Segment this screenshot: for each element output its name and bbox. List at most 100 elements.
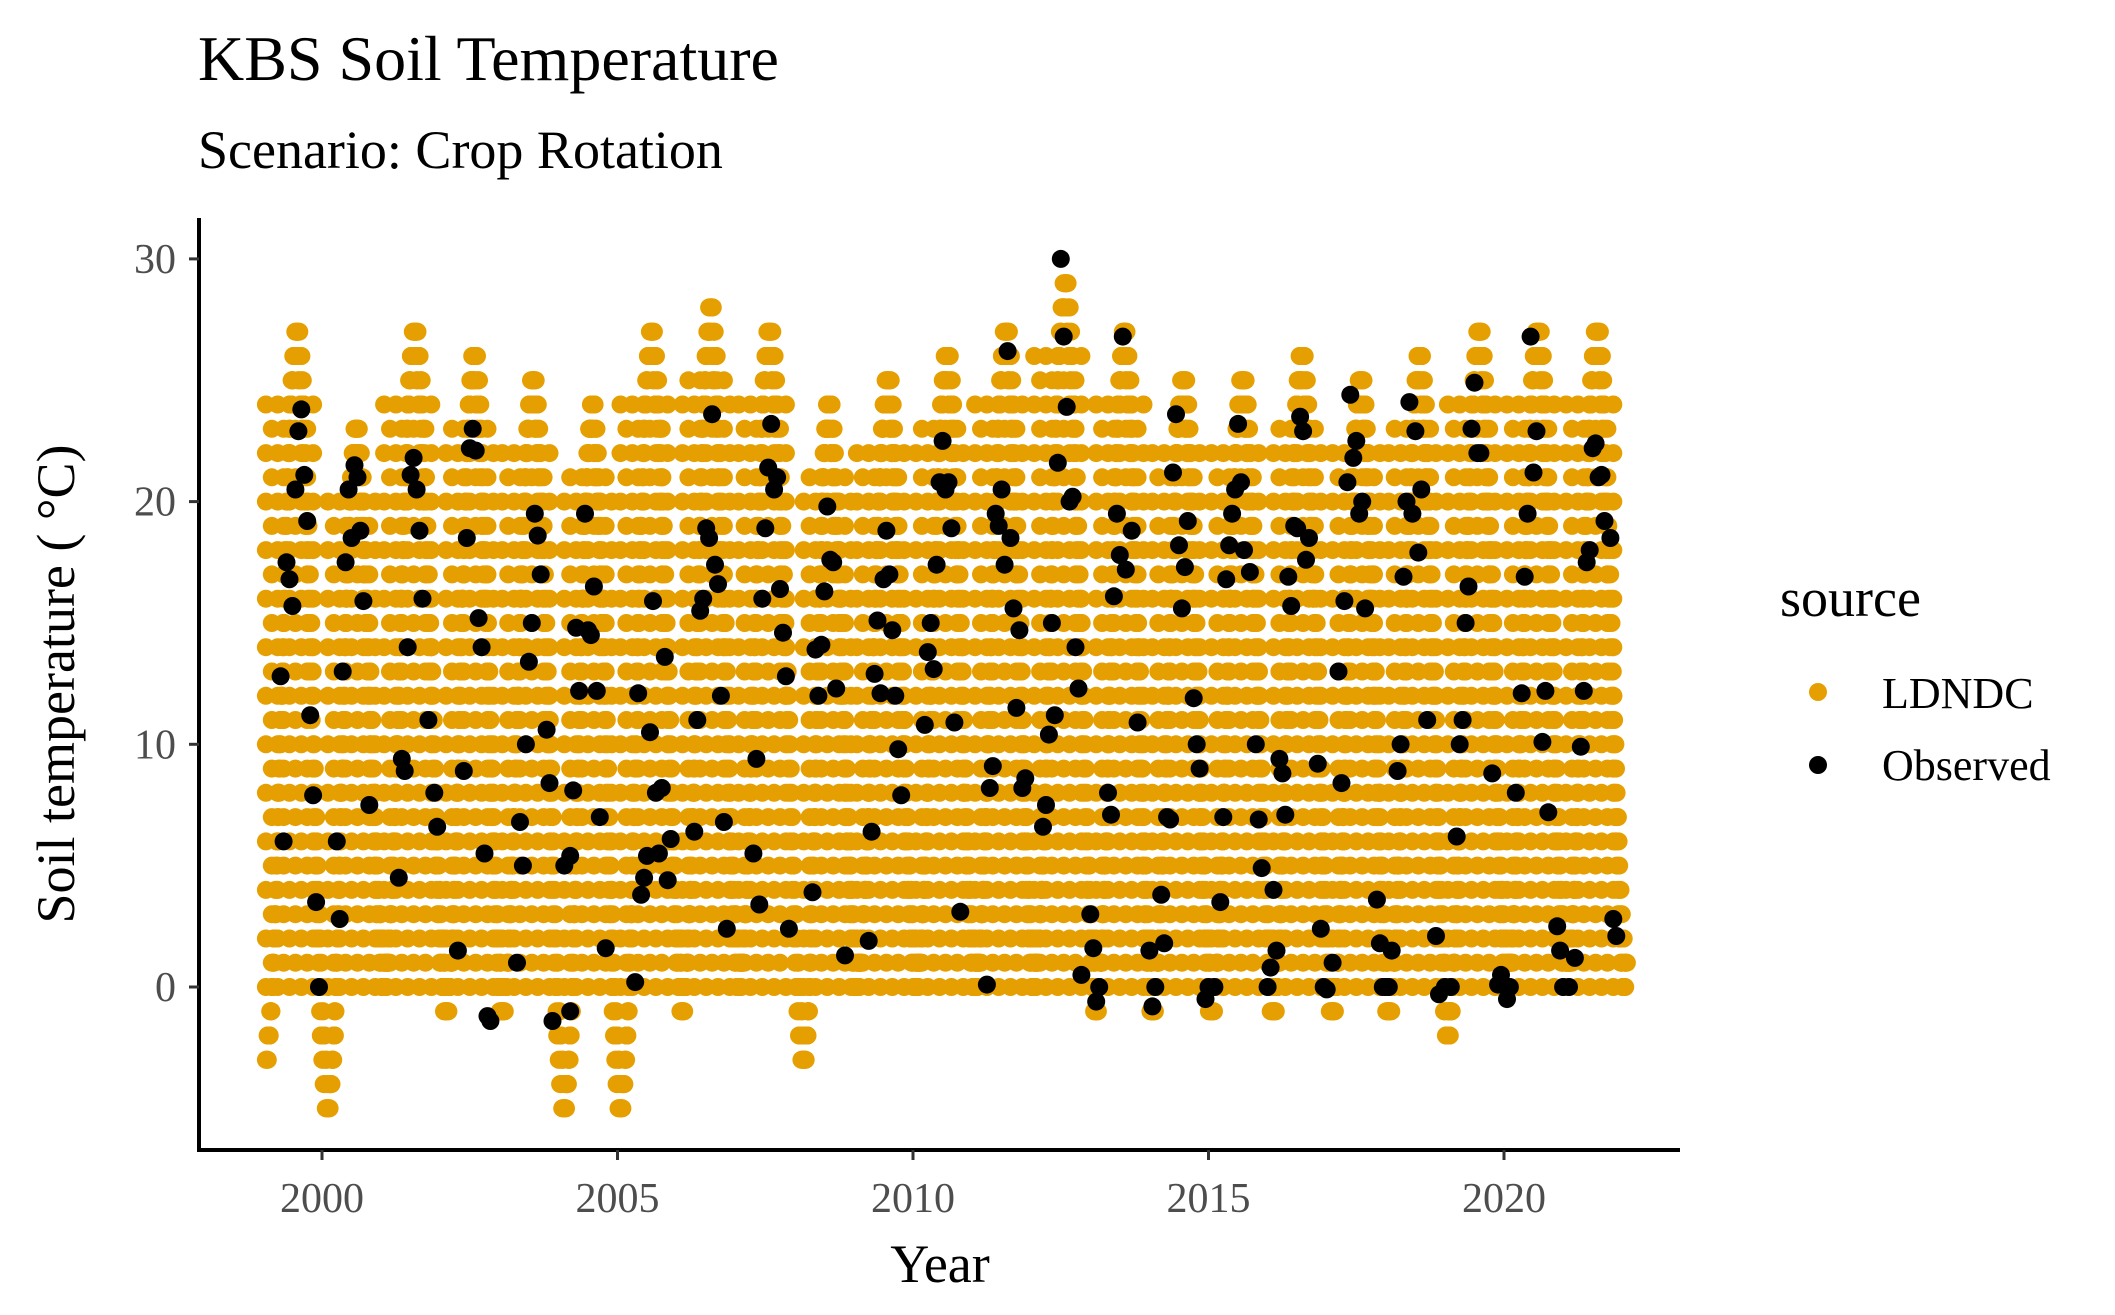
ldndc-point (1180, 419, 1199, 438)
ldndc-point (360, 614, 379, 632)
ldndc-series (256, 274, 1636, 1118)
ldndc-point (944, 395, 963, 414)
ldndc-point (948, 759, 967, 778)
ldndc-point (776, 978, 795, 996)
ldndc-point (304, 589, 323, 608)
ldndc-point (1007, 808, 1026, 827)
ldndc-point (767, 371, 786, 390)
ldndc-point (776, 686, 795, 705)
ldndc-point (439, 1002, 458, 1021)
ldndc-point (647, 347, 665, 365)
ldndc-point (1128, 614, 1147, 632)
ldndc-point (765, 347, 784, 365)
ldndc-point (596, 856, 615, 875)
ldndc-point (1238, 395, 1257, 414)
ldndc-point (771, 759, 789, 778)
ldndc-point (948, 419, 967, 438)
ldndc-point (412, 371, 431, 390)
ldndc-point (422, 978, 441, 996)
ldndc-point (422, 686, 441, 705)
ldndc-point (596, 711, 615, 729)
ldndc-point (652, 565, 671, 584)
ldndc-point (824, 419, 843, 438)
ldndc-point (596, 662, 615, 681)
ldndc-point (478, 759, 497, 778)
ldndc-point (1184, 808, 1203, 827)
ldndc-point (836, 808, 854, 827)
ldndc-point (776, 444, 795, 463)
ldndc-point (948, 953, 967, 972)
ldndc-point (534, 856, 553, 875)
ldndc-point (408, 322, 427, 341)
ldndc-point (471, 395, 490, 414)
ldndc-point (798, 1026, 817, 1045)
ldndc-point (1184, 614, 1203, 632)
ldndc-point (478, 662, 497, 681)
ldndc-point (324, 1050, 343, 1069)
ldndc-point (1007, 419, 1026, 438)
ldndc-point (540, 880, 559, 899)
ldndc-point (889, 808, 908, 827)
ldndc-point (825, 444, 844, 463)
ldndc-point (652, 516, 671, 535)
ldndc-point (652, 953, 671, 972)
ldndc-point (422, 735, 441, 754)
ldndc-point (534, 468, 553, 487)
ldndc-point (298, 953, 317, 972)
ldndc-point (1066, 614, 1085, 632)
ldndc-point (1066, 516, 1085, 535)
ldndc-point (596, 468, 615, 487)
ldndc-point (763, 322, 782, 341)
chart-title: KBS Soil Temperature (198, 23, 779, 94)
ldndc-point (942, 371, 961, 390)
ldndc-point (771, 856, 789, 875)
ldndc-point (613, 1099, 632, 1118)
ldndc-point (557, 1099, 575, 1118)
ldndc-point (836, 468, 854, 487)
ldndc-point (1184, 662, 1203, 681)
ldndc-point (530, 419, 549, 438)
ldndc-point (292, 347, 311, 365)
ldndc-point (478, 419, 497, 438)
ldndc-point (1066, 565, 1085, 584)
ldndc-point (948, 662, 967, 681)
plot-area (256, 249, 1636, 1118)
ldndc-point (1007, 662, 1026, 681)
ldndc-point (416, 662, 435, 681)
ldndc-point (298, 759, 317, 778)
ldndc-point (478, 468, 497, 487)
ldndc-point (558, 1075, 577, 1094)
ldndc-point (836, 759, 854, 778)
ldndc-point (534, 759, 553, 778)
ldndc-point (422, 541, 441, 560)
ldndc-point (290, 322, 309, 341)
ldndc-point (416, 759, 435, 778)
ldndc-point (312, 953, 331, 972)
ldndc-point (360, 953, 379, 972)
ldndc-point (298, 614, 317, 632)
ldndc-point (948, 856, 967, 875)
ldndc-point (422, 880, 441, 899)
ldndc-point (652, 468, 671, 487)
ldndc-point (422, 929, 441, 948)
ldndc-point (889, 905, 908, 924)
ldndc-point (304, 638, 323, 657)
ldndc-point (644, 322, 663, 341)
ldndc-point (304, 735, 323, 754)
ldndc-point (776, 541, 795, 560)
ldndc-point (304, 686, 323, 705)
ldndc-point (322, 1075, 341, 1094)
ldndc-point (1007, 468, 1026, 487)
ldndc-point (559, 1050, 578, 1069)
ldndc-point (883, 395, 902, 414)
ldndc-point (1066, 711, 1085, 729)
ldndc-point (616, 1050, 635, 1069)
ldndc-point (617, 1026, 636, 1045)
ldndc-point (298, 662, 317, 681)
ldndc-point (596, 759, 615, 778)
ldndc-point (587, 419, 606, 438)
ldndc-point (940, 347, 959, 365)
ldndc-point (889, 711, 908, 729)
ldndc-point (1184, 711, 1203, 729)
ldndc-point (652, 419, 671, 438)
